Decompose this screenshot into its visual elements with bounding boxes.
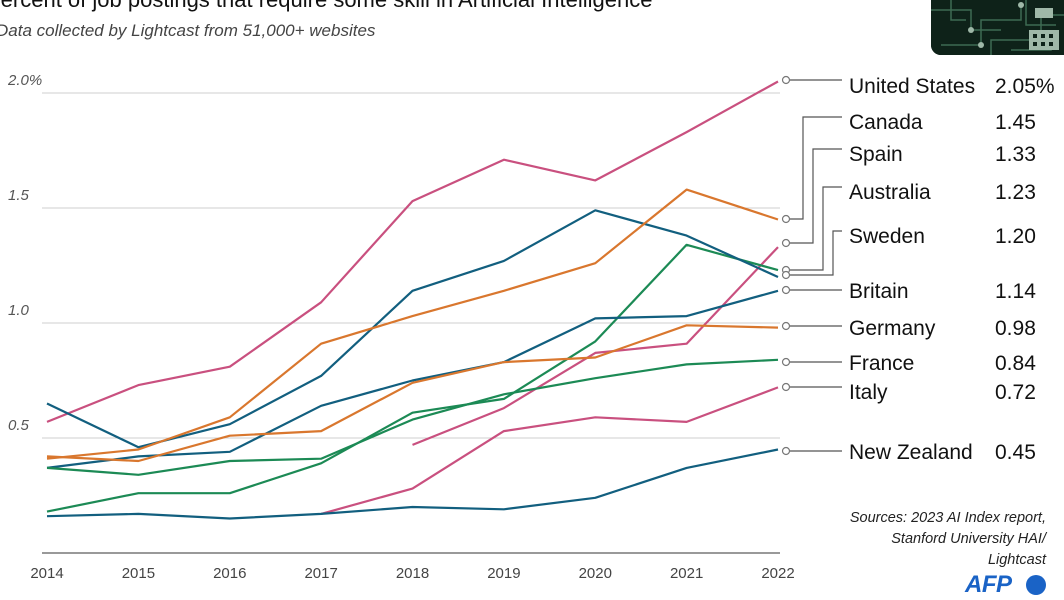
label-marker <box>781 285 791 295</box>
series-value-label: 1.45 <box>995 111 1036 134</box>
y-tick-label: 1.5 <box>8 187 30 204</box>
label-marker <box>781 214 791 224</box>
series-value-label: 1.14 <box>995 280 1036 303</box>
series-label: Germany <box>849 317 936 340</box>
x-tick-label: 2019 <box>487 565 520 582</box>
series-value-label: 0.84 <box>995 352 1036 375</box>
series-value-label: 1.20 <box>995 225 1036 248</box>
series-label: Italy <box>849 381 888 404</box>
leader-line <box>790 148 842 244</box>
series-line-new-zealand <box>46 448 779 520</box>
chart-title: Percent of job postings that require som… <box>0 0 652 13</box>
label-marker <box>781 357 791 367</box>
x-tick-label: 2018 <box>396 565 429 582</box>
afp-logo: AFP <box>965 571 1012 598</box>
y-tick-label: 2.0% <box>7 72 42 89</box>
label-marker <box>781 75 791 85</box>
source-line: Sources: 2023 AI Index report, <box>849 510 1046 526</box>
x-tick-label: 2021 <box>670 565 703 582</box>
series-value-label: 0.72 <box>995 381 1036 404</box>
label-marker <box>781 270 791 280</box>
y-tick-label: 0.5 <box>8 417 30 434</box>
series-value-label: 1.33 <box>995 143 1036 166</box>
series-label: United States <box>849 75 975 98</box>
series-line-unlabeled <box>46 324 779 463</box>
chart-subtitle: Data collected by Lightcast from 51,000+… <box>0 21 376 40</box>
circuit-board-image <box>931 0 1064 55</box>
series-line-spain <box>412 246 779 446</box>
series-line-australia <box>46 243 779 513</box>
label-marker <box>781 321 791 331</box>
series-line-italy <box>320 386 779 515</box>
x-tick-label: 2016 <box>213 565 246 582</box>
label-marker <box>781 382 791 392</box>
series-label: Britain <box>849 280 909 303</box>
series-value-label: 1.23 <box>995 181 1036 204</box>
series-label: Australia <box>849 181 931 204</box>
label-marker <box>781 446 791 456</box>
sources-note: Sources: 2023 AI Index report, Stanford … <box>786 508 1046 571</box>
series-label: New Zealand <box>849 441 973 464</box>
y-tick-label: 1.0 <box>8 302 30 319</box>
series-label: Spain <box>849 143 903 166</box>
series-value-label: 0.98 <box>995 317 1036 340</box>
x-tick-label: 2022 <box>761 565 794 582</box>
leader-line <box>790 230 842 276</box>
series-label: Canada <box>849 111 923 134</box>
series-line-britain <box>46 289 779 469</box>
series-label: Sweden <box>849 225 925 248</box>
afp-logo-dot <box>1026 575 1046 595</box>
series-value-label: 2.05% <box>995 75 1055 98</box>
series-label: France <box>849 352 914 375</box>
x-tick-label: 2020 <box>579 565 612 582</box>
series-value-label: 0.45 <box>995 441 1036 464</box>
x-tick-label: 2015 <box>122 565 155 582</box>
leader-line <box>790 186 842 271</box>
source-line: Stanford University HAI/ <box>891 531 1046 547</box>
x-tick-label: 2014 <box>30 565 63 582</box>
series-line-germany <box>46 188 779 460</box>
source-line: Lightcast <box>987 552 1046 568</box>
series-line-united-states <box>46 80 779 423</box>
series-line-france <box>46 358 779 476</box>
label-marker <box>781 238 791 248</box>
x-tick-label: 2017 <box>304 565 337 582</box>
leader-line <box>790 116 842 220</box>
